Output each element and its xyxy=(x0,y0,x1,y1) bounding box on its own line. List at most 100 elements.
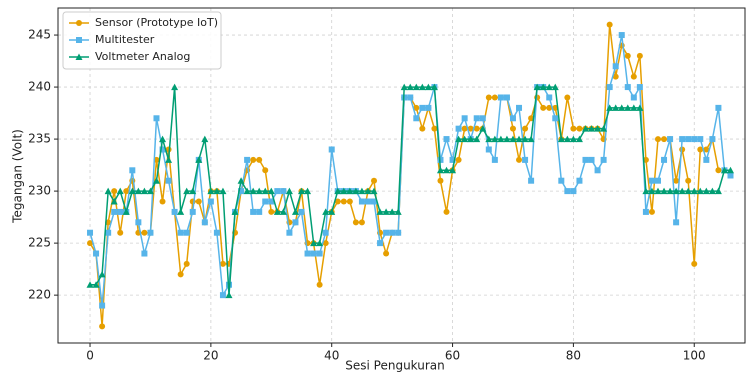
y-tick-label: 235 xyxy=(28,132,51,146)
marker xyxy=(116,187,124,195)
marker xyxy=(673,177,680,184)
marker xyxy=(243,187,251,195)
x-tick-label: 80 xyxy=(566,349,581,363)
marker xyxy=(485,94,492,101)
marker xyxy=(727,172,734,179)
plot-frame xyxy=(57,7,746,344)
marker xyxy=(93,250,100,257)
marker xyxy=(129,167,136,174)
marker xyxy=(624,52,631,59)
marker xyxy=(279,208,287,215)
marker xyxy=(449,156,456,163)
y-tick-label: 240 xyxy=(28,80,51,94)
marker xyxy=(364,198,371,205)
marker xyxy=(661,156,668,163)
marker xyxy=(503,135,511,143)
marker xyxy=(630,94,637,101)
marker xyxy=(141,250,148,257)
marker xyxy=(455,156,462,163)
marker xyxy=(533,83,541,91)
marker xyxy=(581,125,589,132)
marker xyxy=(171,208,178,215)
marker xyxy=(582,156,589,163)
marker xyxy=(292,219,299,226)
marker xyxy=(340,187,348,195)
marker xyxy=(455,135,463,143)
marker xyxy=(244,156,251,163)
marker xyxy=(509,135,517,143)
marker xyxy=(630,73,637,80)
marker xyxy=(99,302,106,309)
marker xyxy=(304,187,312,195)
marker xyxy=(612,104,620,111)
marker xyxy=(86,281,94,288)
y-tick-label: 220 xyxy=(28,288,51,302)
marker xyxy=(249,187,257,195)
marker xyxy=(528,177,535,184)
marker xyxy=(304,250,311,257)
x-tick-label: 100 xyxy=(683,349,706,363)
marker xyxy=(636,52,643,59)
marker xyxy=(316,250,323,257)
marker xyxy=(685,136,692,143)
marker xyxy=(702,187,710,195)
marker xyxy=(388,208,396,215)
x-tick-label: 60 xyxy=(445,349,460,363)
marker xyxy=(437,156,444,163)
marker xyxy=(334,187,342,195)
marker xyxy=(189,187,197,195)
marker xyxy=(606,21,613,28)
marker xyxy=(473,115,480,122)
marker xyxy=(213,229,220,236)
marker xyxy=(546,104,553,111)
marker xyxy=(250,208,257,215)
marker xyxy=(291,208,299,215)
marker xyxy=(726,166,734,174)
marker xyxy=(419,104,426,111)
marker xyxy=(75,53,83,60)
marker xyxy=(569,135,577,143)
marker xyxy=(685,177,692,184)
marker xyxy=(231,208,239,215)
marker xyxy=(183,260,190,267)
marker xyxy=(606,104,614,111)
marker xyxy=(262,198,269,205)
marker xyxy=(135,219,142,226)
marker xyxy=(273,208,281,215)
marker xyxy=(110,198,118,205)
marker xyxy=(382,208,390,215)
marker xyxy=(715,167,722,174)
marker xyxy=(207,187,215,195)
marker xyxy=(552,115,559,122)
marker xyxy=(691,260,698,267)
marker xyxy=(576,177,583,184)
y-tick-label: 245 xyxy=(28,28,51,42)
marker xyxy=(443,166,451,174)
marker xyxy=(213,187,221,195)
y-axis-label: Tegangan (Volt) xyxy=(11,129,25,224)
marker xyxy=(171,83,179,91)
marker xyxy=(286,229,293,236)
marker xyxy=(87,240,94,247)
marker xyxy=(268,198,275,205)
marker xyxy=(159,135,167,143)
marker xyxy=(594,125,602,132)
marker xyxy=(165,156,173,163)
marker xyxy=(255,187,263,195)
marker xyxy=(225,291,233,299)
marker xyxy=(165,177,172,184)
marker xyxy=(690,187,698,195)
marker xyxy=(406,83,414,91)
marker xyxy=(122,208,130,215)
marker xyxy=(600,156,607,163)
x-axis-label: Sesi Pengukuran xyxy=(345,359,445,373)
marker xyxy=(714,187,722,195)
marker xyxy=(340,198,347,205)
marker xyxy=(545,83,553,91)
marker xyxy=(648,177,655,184)
marker xyxy=(461,115,468,122)
marker xyxy=(575,135,583,143)
marker xyxy=(522,125,529,132)
marker xyxy=(563,135,571,143)
